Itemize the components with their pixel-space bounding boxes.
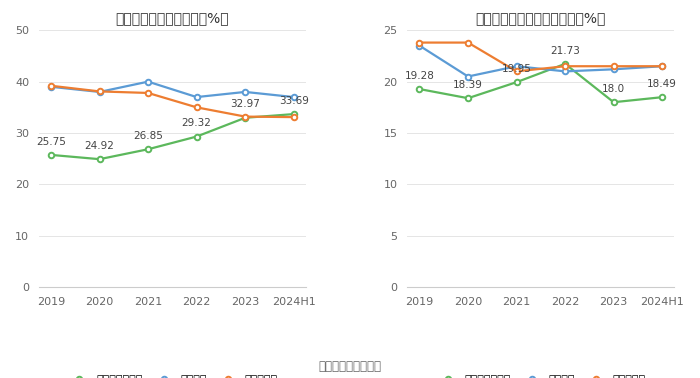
有息资产负债率 xyxy=(610,100,618,104)
行业中位数 xyxy=(610,64,618,68)
行业均値 xyxy=(47,85,55,89)
Line: 行业均値: 行业均値 xyxy=(48,79,297,100)
行业中位数 xyxy=(658,64,666,68)
行业均値 xyxy=(290,95,298,99)
行业均値 xyxy=(415,43,424,48)
公司资产负债率 xyxy=(290,112,298,116)
行业中位数 xyxy=(464,40,473,45)
有息资产负债率 xyxy=(512,80,521,84)
行业均値 xyxy=(658,64,666,68)
Text: 18.0: 18.0 xyxy=(602,84,625,94)
Line: 行业中位数: 行业中位数 xyxy=(48,83,297,120)
Legend: 公司资产负债率, 行业均値, 行业中位数: 公司资产负债率, 行业均値, 行业中位数 xyxy=(63,371,282,378)
Text: 18.49: 18.49 xyxy=(648,79,677,89)
Text: 32.97: 32.97 xyxy=(230,99,260,110)
Text: 19.95: 19.95 xyxy=(502,64,531,74)
公司资产负债率 xyxy=(241,116,249,120)
Text: 数据来源：恒生聚源: 数据来源：恒生聚源 xyxy=(318,361,382,373)
行业均値 xyxy=(561,69,569,74)
Text: 21.73: 21.73 xyxy=(550,45,580,56)
行业均値 xyxy=(95,90,104,94)
行业中位数 xyxy=(512,69,521,74)
Legend: 有息资产负债率, 行业均値, 行业中位数: 有息资产负债率, 行业均値, 行业中位数 xyxy=(431,371,650,378)
行业中位数 xyxy=(47,84,55,88)
Line: 行业中位数: 行业中位数 xyxy=(416,40,665,74)
行业均値 xyxy=(193,95,201,99)
行业均値 xyxy=(144,79,153,84)
Text: 26.85: 26.85 xyxy=(133,131,163,141)
行业中位数 xyxy=(144,91,153,95)
Line: 行业均値: 行业均値 xyxy=(416,43,665,79)
行业中位数 xyxy=(290,115,298,119)
行业中位数 xyxy=(241,114,249,119)
Text: 25.75: 25.75 xyxy=(36,136,66,147)
行业中位数 xyxy=(561,64,569,68)
行业均値 xyxy=(241,90,249,94)
行业中位数 xyxy=(193,105,201,110)
有息资产负债率 xyxy=(415,87,424,91)
行业均値 xyxy=(512,64,521,68)
行业均値 xyxy=(464,74,473,79)
Text: 24.92: 24.92 xyxy=(85,141,115,151)
公司资产负债率 xyxy=(47,153,55,157)
有息资产负债率 xyxy=(561,62,569,66)
行业中位数 xyxy=(95,89,104,94)
Title: 近年来有息资产负债率情况（%）: 近年来有息资产负债率情况（%） xyxy=(475,11,606,25)
Text: 33.69: 33.69 xyxy=(279,96,309,106)
公司资产负债率 xyxy=(193,134,201,139)
有息资产负债率 xyxy=(464,96,473,101)
Text: 18.39: 18.39 xyxy=(453,80,483,90)
Line: 公司资产负债率: 公司资产负债率 xyxy=(48,111,297,162)
公司资产负债率 xyxy=(144,147,153,152)
Title: 近年来资产负债率情况（%）: 近年来资产负债率情况（%） xyxy=(116,11,229,25)
行业均値 xyxy=(610,67,618,71)
行业中位数 xyxy=(415,40,424,45)
公司资产负债率 xyxy=(95,157,104,161)
Text: 29.32: 29.32 xyxy=(182,118,211,128)
Line: 有息资产负债率: 有息资产负债率 xyxy=(416,61,665,105)
Text: 19.28: 19.28 xyxy=(405,71,435,81)
有息资产负债率 xyxy=(658,95,666,99)
